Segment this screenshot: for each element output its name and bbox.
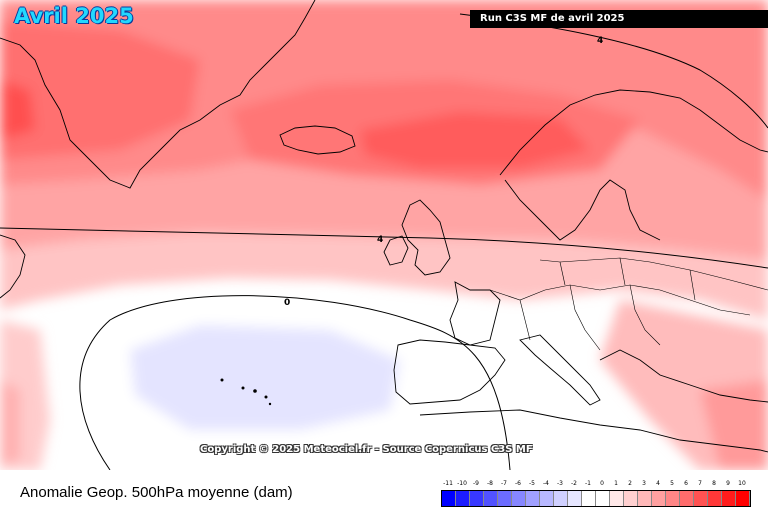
- legend-tick-label: -8: [487, 480, 493, 487]
- legend-tick-label: -5: [529, 480, 535, 487]
- contour-line-4-south: [0, 227, 768, 269]
- baltic-coast: [504, 179, 661, 241]
- legend-color-box: [736, 491, 750, 506]
- legend-tick-label: 1: [614, 480, 618, 487]
- legend-color-boxes: [441, 490, 751, 507]
- scandinavia-coast: [499, 89, 768, 176]
- contour-label-south: 4: [377, 235, 383, 245]
- anomaly-map: 4 4 0: [0, 0, 768, 470]
- legend-color-box: [554, 491, 568, 506]
- africa-coast: [419, 409, 768, 453]
- map-canvas: 4 4 0: [0, 0, 768, 470]
- legend-tick-label: -4: [543, 480, 549, 487]
- legend-color-box: [638, 491, 652, 506]
- legend-tick-label: 6: [684, 480, 688, 487]
- balkans-coast: [599, 349, 768, 403]
- legend-tick-label: 2: [628, 480, 632, 487]
- legend-tick-label: -7: [501, 480, 507, 487]
- legend-tick-label: 10: [738, 480, 746, 487]
- borders: [489, 257, 768, 351]
- italy-coast: [519, 334, 601, 406]
- legend-color-box: [470, 491, 484, 506]
- legend-color-box: [694, 491, 708, 506]
- legend-color-box: [456, 491, 470, 506]
- legend-tick-label: -2: [571, 480, 577, 487]
- legend-color-box: [652, 491, 666, 506]
- legend-tick-label: 8: [712, 480, 716, 487]
- france-coast: [449, 281, 501, 346]
- legend-color-box: [624, 491, 638, 506]
- legend-tick-label: -9: [473, 480, 479, 487]
- canada-coast: [0, 234, 26, 299]
- map-title: Avril 2025: [14, 4, 134, 28]
- legend-tick-label: -3: [557, 480, 563, 487]
- legend-tick-label: 0: [600, 480, 604, 487]
- color-legend: -11 -10 -9 -8 -7 -6 -5 -4 -3 -2 -1 0 1 2 3 4 5 6 7 8 9 10: [441, 480, 753, 508]
- iceland-coast: [279, 125, 356, 155]
- legend-color-box: [708, 491, 722, 506]
- legend-tick-label: -1: [585, 480, 591, 487]
- ireland-coast: [383, 235, 409, 266]
- legend-color-box: [596, 491, 610, 506]
- legend-color-box: [484, 491, 498, 506]
- legend-tick-label: 5: [670, 480, 674, 487]
- anomaly-field: [0, 0, 768, 470]
- legend-color-box: [610, 491, 624, 506]
- contour-line-0: [79, 295, 511, 470]
- greenland-coast: [0, 0, 316, 189]
- legend-color-box: [442, 491, 456, 506]
- legend-color-box: [526, 491, 540, 506]
- legend-color-box: [498, 491, 512, 506]
- iberia-coast: [393, 339, 506, 405]
- legend-tick-label: 7: [698, 480, 702, 487]
- copyright-notice: Copyright © 2025 Meteociel.fr - Source C…: [200, 444, 533, 455]
- legend-tick-label: -11: [443, 480, 453, 487]
- legend-tick-label: 3: [642, 480, 646, 487]
- coastlines: [0, 0, 768, 453]
- legend-tick-label: 9: [726, 480, 730, 487]
- legend-tick-label: 4: [656, 480, 660, 487]
- legend-color-box: [680, 491, 694, 506]
- legend-color-box: [666, 491, 680, 506]
- contour-label-north: 4: [597, 36, 603, 46]
- legend-color-box: [568, 491, 582, 506]
- legend-color-box: [540, 491, 554, 506]
- map-caption: Anomalie Geop. 500hPa moyenne (dam): [20, 484, 293, 501]
- contour-labels: 4 4 0: [284, 36, 603, 308]
- legend-color-box: [582, 491, 596, 506]
- britain-coast: [401, 199, 451, 276]
- contour-label-zero: 0: [284, 298, 290, 308]
- run-label: Run C3S MF de avril 2025: [470, 10, 768, 28]
- legend-tick-label: -6: [515, 480, 521, 487]
- legend-color-box: [512, 491, 526, 506]
- legend-color-box: [722, 491, 736, 506]
- legend-tick-label: -10: [457, 480, 467, 487]
- azores-islands: [220, 378, 272, 406]
- legend-tick-labels: -11 -10 -9 -8 -7 -6 -5 -4 -3 -2 -1 0 1 2 3 4 5 6 7 8 9 10: [441, 480, 753, 490]
